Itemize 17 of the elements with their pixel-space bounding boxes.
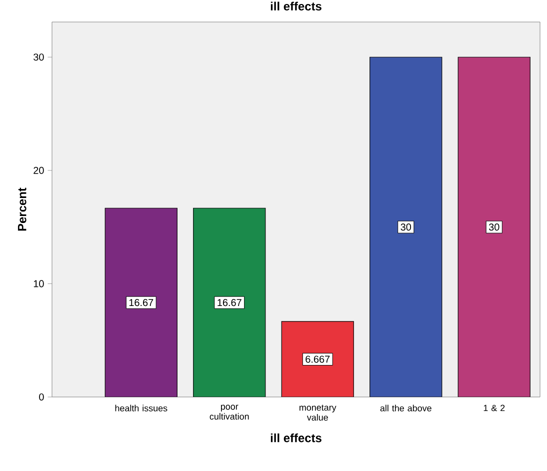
x-tick-label: health issues: [115, 404, 168, 412]
x-axis-title: ill effects: [270, 433, 322, 442]
data-label: 16.67: [129, 299, 154, 306]
y-tick-label: 30: [34, 54, 44, 61]
y-tick-label: 10: [34, 280, 44, 288]
x-tick-label: 1 & 2: [484, 404, 505, 412]
x-tick-label: poor cultivation: [210, 404, 249, 420]
y-tick-label: 20: [34, 166, 44, 174]
y-tick-label: 0: [39, 393, 44, 401]
x-tick-label: monetary value: [300, 404, 336, 421]
y-axis-title: Percent: [18, 188, 26, 231]
data-label: 16.67: [218, 299, 242, 306]
x-tick-label: all the above: [380, 404, 432, 412]
data-label: 30: [400, 224, 412, 231]
chart-title: ill effects: [270, 2, 322, 10]
data-label: 30: [488, 224, 500, 231]
data-label: 6.667: [306, 356, 330, 363]
